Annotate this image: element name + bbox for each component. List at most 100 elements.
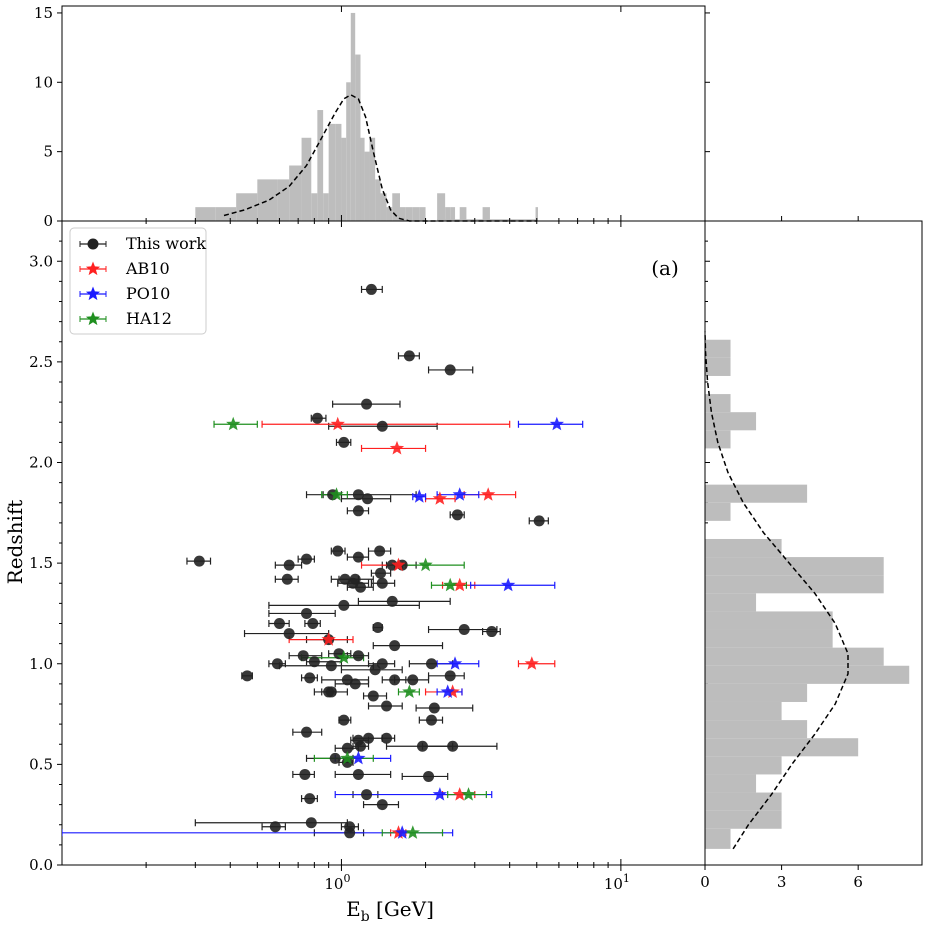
data-point bbox=[311, 412, 323, 424]
data-point bbox=[338, 599, 350, 611]
star-point bbox=[330, 416, 345, 431]
hist-bar bbox=[419, 207, 426, 221]
hist-bar bbox=[705, 593, 757, 612]
hist-bar bbox=[215, 207, 237, 221]
legend-marker bbox=[85, 311, 101, 326]
hist-bar bbox=[350, 12, 356, 221]
data-point bbox=[369, 664, 381, 676]
data-point bbox=[301, 553, 313, 565]
data-point bbox=[352, 489, 364, 501]
data-point bbox=[307, 618, 319, 629]
data-point bbox=[352, 551, 364, 563]
hist-bar bbox=[705, 629, 833, 648]
y-tick-label: 0.5 bbox=[29, 755, 53, 773]
data-point bbox=[341, 742, 353, 754]
data-point bbox=[372, 622, 384, 634]
hist-bar bbox=[705, 774, 757, 793]
data-point bbox=[269, 821, 281, 833]
hist-bar bbox=[705, 810, 782, 829]
data-point bbox=[428, 702, 440, 714]
data-point bbox=[271, 658, 283, 670]
star-point bbox=[452, 577, 467, 592]
data-point bbox=[301, 607, 313, 619]
y-tick-label: 5 bbox=[43, 143, 53, 161]
hist-bar bbox=[412, 207, 420, 221]
data-point bbox=[308, 656, 320, 668]
hist-bar bbox=[399, 207, 406, 221]
star-point bbox=[329, 487, 344, 501]
data-point bbox=[367, 690, 379, 702]
hist-bar bbox=[335, 123, 342, 221]
x-tick-label: 3 bbox=[777, 873, 787, 891]
hist-bar bbox=[705, 339, 731, 358]
x-tick-label: 100 bbox=[324, 872, 350, 893]
data-point bbox=[425, 714, 437, 726]
data-point bbox=[338, 436, 350, 448]
data-point bbox=[425, 658, 437, 670]
hist-bar bbox=[705, 683, 808, 702]
hist-bar bbox=[369, 137, 376, 221]
hist-bar bbox=[705, 611, 833, 630]
data-point bbox=[283, 559, 295, 571]
hist-bar bbox=[705, 357, 731, 376]
hist-bar bbox=[445, 207, 451, 221]
data-point bbox=[329, 752, 341, 764]
legend-marker bbox=[87, 238, 99, 250]
data-point bbox=[389, 640, 401, 652]
right-panel-frame bbox=[704, 220, 923, 866]
data-point bbox=[193, 555, 205, 567]
hist-bar bbox=[705, 412, 757, 431]
hist-bar bbox=[705, 738, 859, 757]
data-point bbox=[444, 364, 456, 376]
data-point bbox=[407, 674, 419, 686]
hist-bar bbox=[535, 207, 538, 221]
top-panel-frame bbox=[61, 5, 706, 222]
data-point bbox=[447, 740, 459, 752]
star-point bbox=[336, 650, 351, 664]
star-point bbox=[340, 750, 355, 765]
hist-bar bbox=[705, 720, 808, 739]
x-axis-label: Eb [GeV] bbox=[346, 897, 434, 925]
hist-bar bbox=[328, 123, 336, 221]
data-point bbox=[301, 726, 313, 738]
y-tick-label: 10 bbox=[34, 73, 53, 91]
data-point bbox=[486, 626, 498, 638]
hist-bar bbox=[705, 701, 782, 721]
hist-bar bbox=[705, 647, 884, 666]
kde-curve bbox=[704, 331, 849, 850]
data-point bbox=[361, 789, 373, 801]
star-point bbox=[432, 787, 447, 801]
data-point bbox=[376, 799, 388, 811]
y-tick-label: 1.0 bbox=[29, 655, 53, 673]
legend-marker bbox=[85, 261, 101, 276]
hist-bar bbox=[392, 193, 400, 221]
data-point bbox=[352, 768, 364, 780]
legend-box bbox=[69, 227, 207, 335]
y-tick-label: 0.0 bbox=[29, 856, 53, 874]
data-point bbox=[389, 674, 401, 686]
y-tick-label: 0 bbox=[43, 212, 53, 230]
y-tick-label: 2.0 bbox=[29, 454, 53, 472]
hist-bar bbox=[705, 502, 731, 521]
hist-bar bbox=[375, 179, 381, 221]
legend: This work AB10 PO10 HA12 bbox=[69, 227, 207, 335]
x-tick-label: 101 bbox=[604, 872, 630, 893]
data-point bbox=[375, 567, 387, 579]
hist-bar bbox=[364, 151, 370, 221]
data-point bbox=[283, 628, 295, 640]
star-point bbox=[549, 416, 564, 431]
kde-curve bbox=[223, 93, 537, 222]
hist-bar bbox=[705, 538, 782, 558]
star-point bbox=[461, 787, 476, 801]
data-point bbox=[352, 650, 364, 662]
y-tick-label: 1.5 bbox=[29, 554, 53, 572]
data-point bbox=[352, 505, 364, 517]
data-point bbox=[354, 581, 366, 593]
data-point bbox=[361, 398, 373, 410]
data-point bbox=[365, 283, 377, 295]
hist-bar bbox=[437, 193, 446, 221]
star-point bbox=[447, 656, 463, 670]
data-point bbox=[376, 577, 388, 589]
hist-bar bbox=[317, 110, 324, 221]
hist-bar bbox=[459, 207, 467, 221]
